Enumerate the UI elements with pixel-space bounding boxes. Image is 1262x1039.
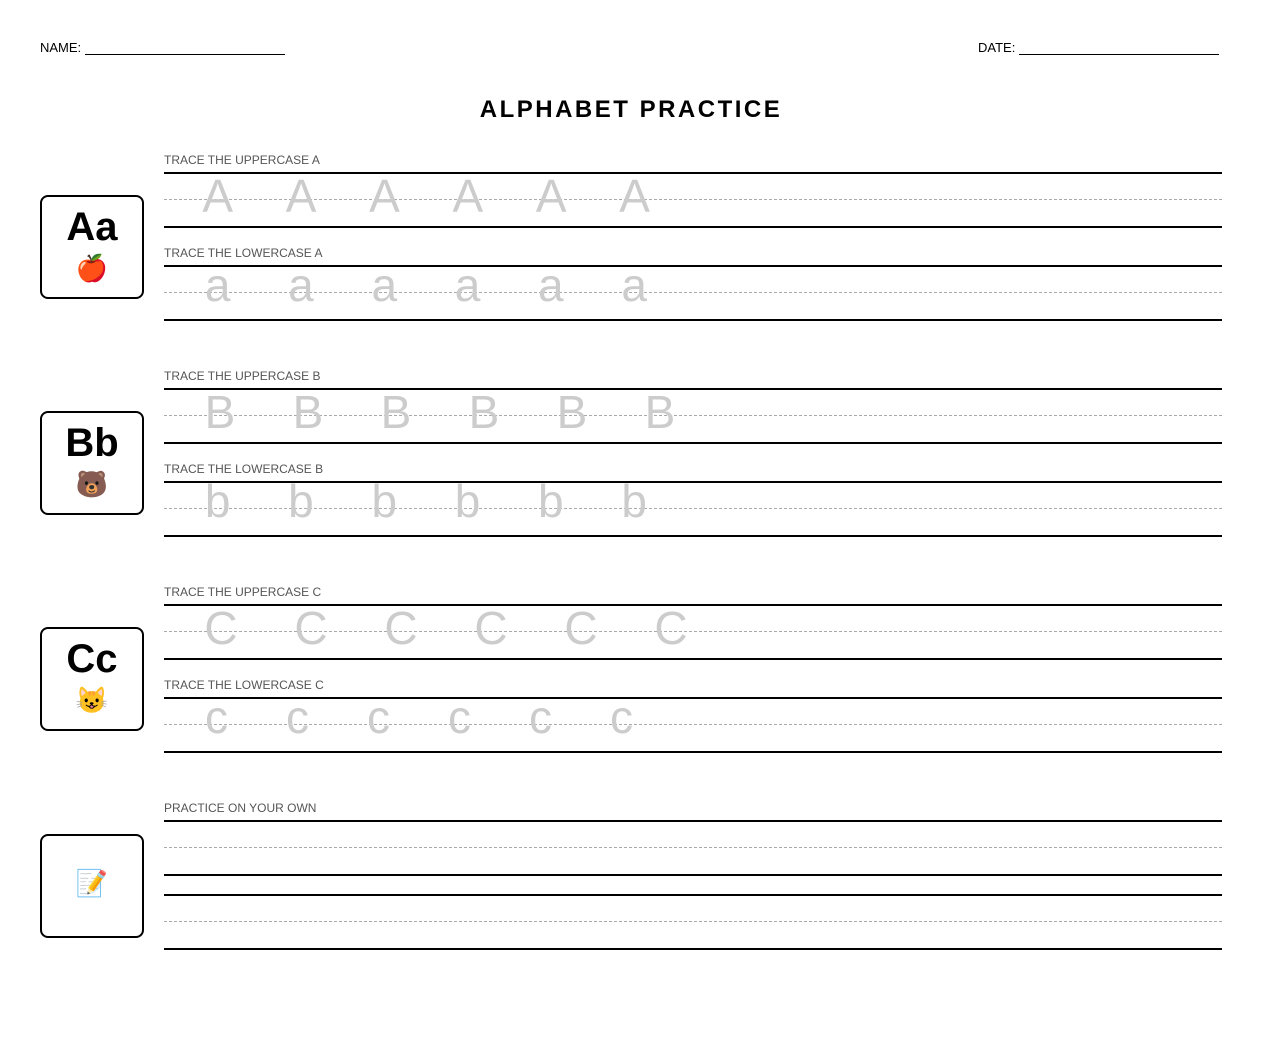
letter-display: Aa: [66, 205, 118, 249]
midline: [164, 724, 1222, 725]
letter-section: Cc 😺 TRACE THE UPPERCASE C C C C C C C TRACE …: [0, 584, 1262, 784]
date-field[interactable]: DATE:: [978, 40, 1220, 55]
trace-letter: A: [535, 170, 567, 222]
trace-letter: C: [294, 602, 328, 654]
date-line[interactable]: [1019, 42, 1220, 55]
trace-letter: c: [529, 691, 552, 743]
trace-letter: C: [204, 602, 238, 654]
trace-letter: c: [448, 691, 471, 743]
name-label: NAME:: [40, 40, 82, 55]
trace-letter: b: [538, 475, 564, 527]
name-field[interactable]: NAME:: [40, 40, 286, 55]
trace-letter: b: [454, 475, 481, 527]
practice-section: 📝 PRACTICE ON YOUR OWN: [0, 800, 1262, 1000]
trace-letter: b: [288, 475, 314, 527]
lowercase-label: TRACE THE LOWERCASE A: [164, 246, 323, 260]
trace-letter: c: [205, 691, 228, 743]
trace-letter: c: [286, 691, 309, 743]
trace-letter: c: [367, 691, 390, 743]
practice-row-1[interactable]: [164, 820, 1222, 876]
midline: [164, 292, 1222, 293]
trace-letter: a: [288, 259, 314, 311]
trace-letter: C: [384, 602, 418, 654]
letter-display: Bb: [65, 421, 119, 465]
letter-card: Bb 🐻: [40, 411, 144, 515]
trace-letter: C: [474, 602, 508, 654]
cat-icon: 😺: [75, 685, 109, 715]
trace-letter: a: [454, 259, 481, 311]
trace-letter: C: [564, 602, 598, 654]
trace-letter: B: [380, 386, 412, 438]
trace-letter: b: [204, 475, 231, 527]
name-line[interactable]: [85, 42, 286, 55]
trace-letter: c: [610, 691, 633, 743]
trace-letter: A: [369, 170, 400, 222]
apple-icon: 🍎: [75, 253, 109, 283]
trace-letter: b: [371, 475, 398, 527]
practice-row-2[interactable]: [164, 894, 1222, 950]
lowercase-label: TRACE THE LOWERCASE B: [164, 462, 324, 476]
page-title: ALPHABET PRACTICE: [479, 96, 783, 123]
memo-pencil-icon: 📝: [75, 868, 109, 898]
letter-display: Cc: [66, 637, 118, 681]
trace-letter: B: [292, 386, 324, 438]
letter-section: Bb 🐻 TRACE THE UPPERCASE B B B B B B B TRACE …: [0, 368, 1262, 568]
midline: [164, 415, 1222, 416]
trace-letter: A: [285, 170, 317, 222]
lowercase-label: TRACE THE LOWERCASE C: [164, 678, 324, 692]
midline: [164, 199, 1222, 200]
trace-letter: A: [452, 170, 484, 222]
uppercase-label: TRACE THE UPPERCASE A: [164, 153, 320, 167]
bear-icon: 🐻: [75, 469, 109, 499]
uppercase-label: TRACE THE UPPERCASE B: [164, 369, 321, 383]
trace-letter: B: [644, 386, 676, 438]
trace-letter: A: [619, 170, 650, 222]
trace-letter: a: [204, 259, 231, 311]
trace-letter: C: [654, 602, 688, 654]
uppercase-label: TRACE THE UPPERCASE C: [164, 585, 322, 599]
trace-letter: A: [202, 170, 234, 222]
trace-letter: B: [468, 386, 500, 438]
trace-letter: B: [204, 386, 236, 438]
practice-card: 📝: [40, 834, 144, 938]
midline: [164, 847, 1222, 848]
date-label: DATE:: [978, 40, 1016, 55]
practice-label: PRACTICE ON YOUR OWN: [164, 801, 317, 815]
trace-letter: B: [556, 386, 588, 438]
midline: [164, 508, 1222, 509]
midline: [164, 921, 1222, 922]
letter-card: Cc 😺: [40, 627, 144, 731]
letter-card: Aa 🍎: [40, 195, 144, 299]
trace-letter: a: [621, 259, 647, 311]
trace-letter: b: [621, 475, 647, 527]
trace-letter: a: [371, 259, 398, 311]
trace-letter: a: [538, 259, 564, 311]
midline: [164, 631, 1222, 632]
